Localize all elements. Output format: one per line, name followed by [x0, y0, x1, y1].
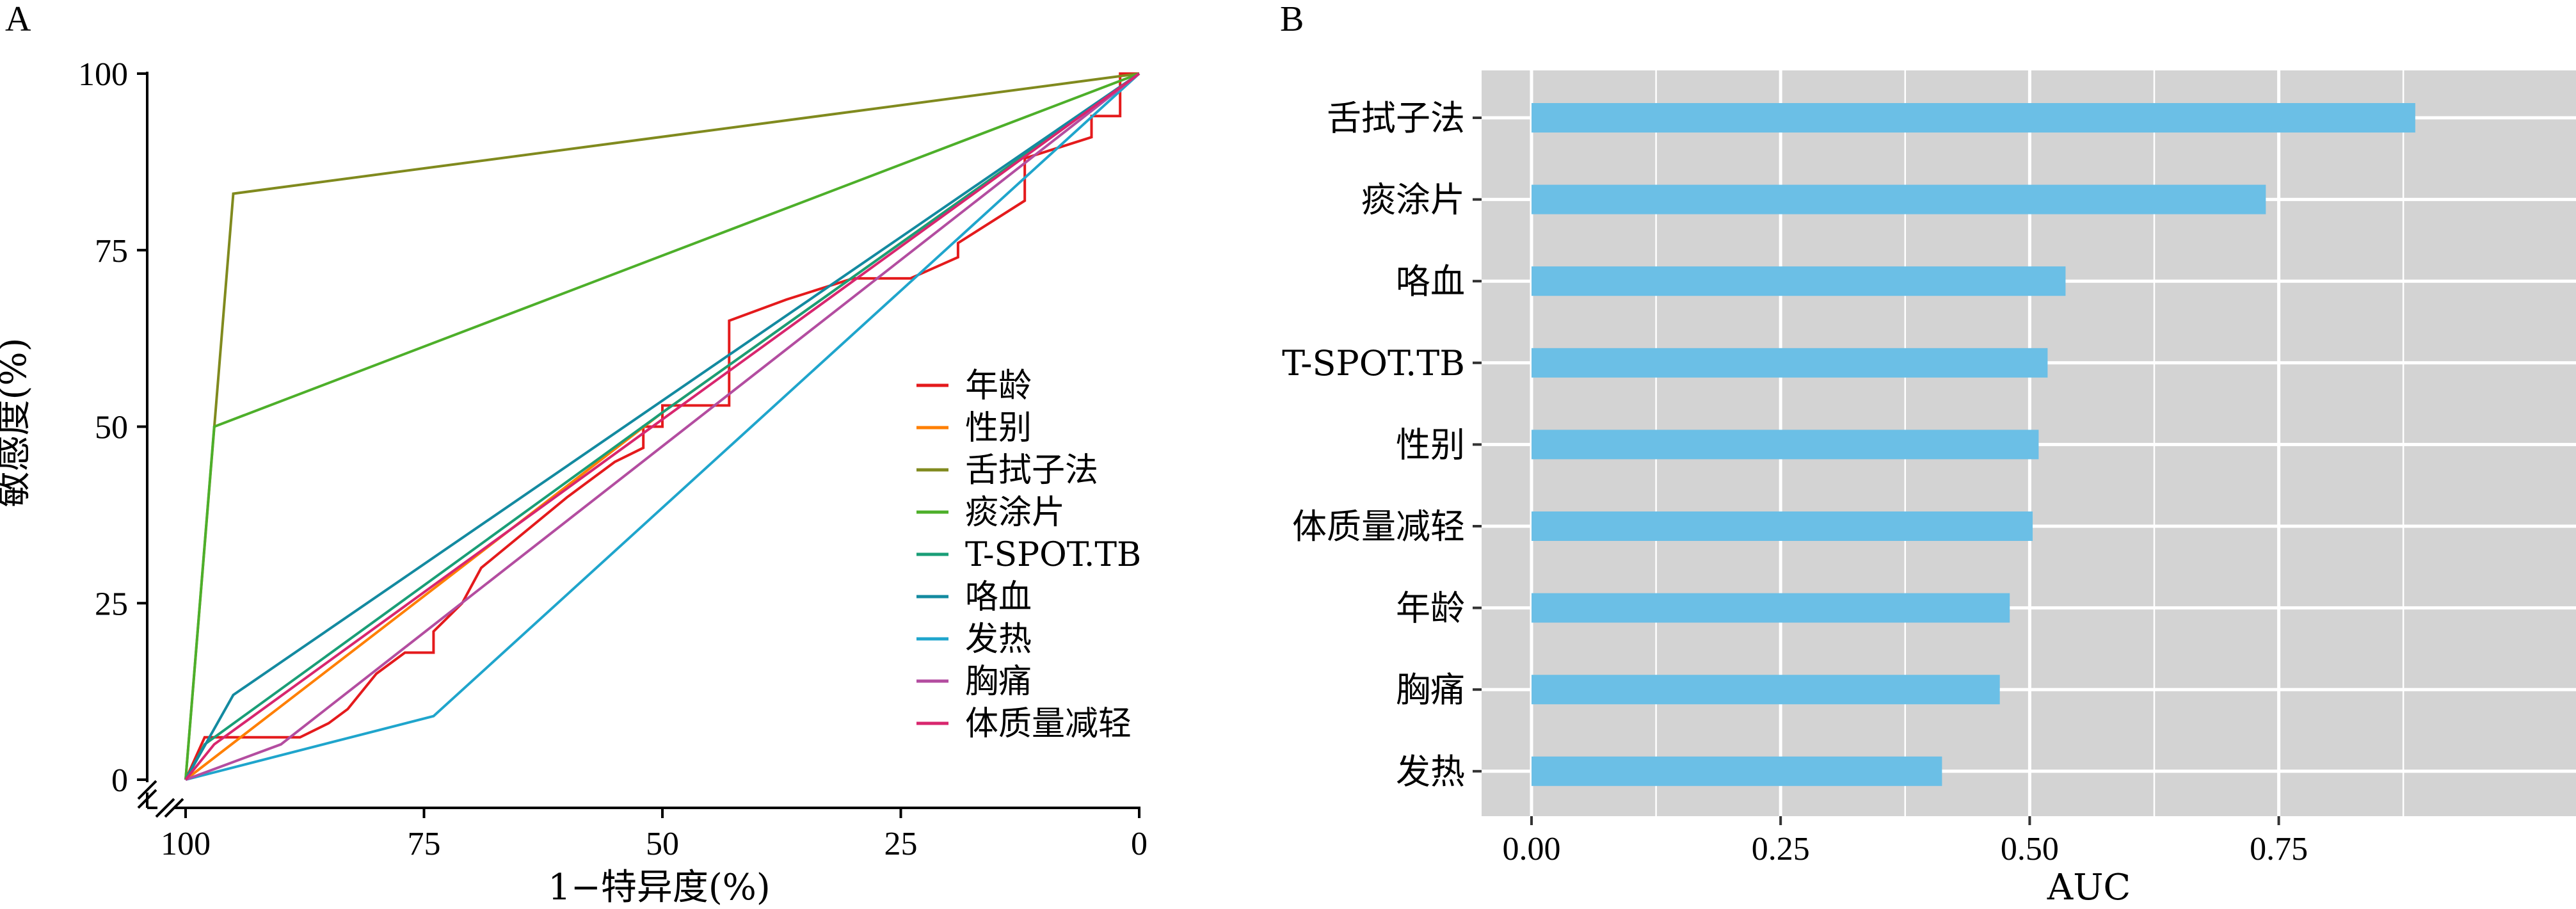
legend-label-age: 年龄	[965, 367, 1032, 405]
legend-label-tongue: 舌拭子法	[965, 451, 1098, 490]
auc-bar	[1532, 266, 2066, 296]
roc-chart: 0 25 50 75 100 100 75 50 25 0 敏感度(%) 1−特异度(%) 年龄性…	[0, 56, 1148, 908]
roc-x-break-mark	[155, 798, 175, 818]
auc-category-label: 舌拭子法	[1327, 98, 1465, 138]
auc-x-tick-label: 0.75	[2250, 831, 2308, 867]
roc-x-break-mark	[164, 798, 184, 818]
roc-series-line-hemoptysis	[184, 72, 1140, 780]
auc-bar	[1532, 756, 1942, 786]
auc-bar	[1532, 593, 2010, 623]
roc-x-tick-label: 75	[408, 826, 441, 862]
legend-label-gender: 性别	[965, 409, 1032, 447]
panel-a-label: A	[5, 0, 31, 39]
auc-x-axis-title: AUC	[2047, 867, 2131, 908]
auc-category-label: 胸痛	[1396, 670, 1465, 710]
roc-y-tick-label: 50	[95, 410, 128, 446]
roc-series-line-age	[184, 72, 1139, 780]
roc-series-line-weight-loss	[184, 72, 1140, 781]
auc-bar	[1532, 184, 2266, 214]
auc-bar	[1532, 675, 2000, 705]
auc-category-label: 痰涂片	[1361, 180, 1465, 220]
panel-b-label: B	[1280, 0, 1304, 39]
auc-bar	[1532, 430, 2039, 460]
legend-label-chest-pain: 胸痛	[965, 663, 1032, 701]
roc-y-axis-title: 敏感度(%)	[0, 338, 35, 508]
auc-x-tick-label: 0.50	[2001, 831, 2059, 867]
roc-series-line-chest-pain	[185, 72, 1140, 781]
legend-label-weight-loss: 体质量减轻	[965, 705, 1132, 743]
roc-x-tick-label: 50	[646, 826, 679, 862]
roc-y-tick-label: 75	[95, 233, 128, 269]
auc-bar	[1532, 511, 2033, 541]
roc-x-tick-label: 25	[884, 826, 918, 862]
roc-series-line-sputum	[184, 72, 1140, 780]
auc-bars	[1532, 103, 2415, 786]
roc-y-tick-label: 25	[95, 586, 128, 622]
legend-label-tspot: T-SPOT.TB	[965, 536, 1141, 574]
roc-x-tick-label: 0	[1131, 826, 1148, 862]
legend-label-hemoptysis: 咯血	[965, 578, 1032, 616]
auc-bar	[1532, 348, 2048, 378]
auc-bar	[1532, 103, 2415, 133]
roc-y-tick-label: 100	[78, 56, 128, 93]
roc-y-break-mark	[137, 789, 157, 809]
roc-y-break-mark	[137, 780, 157, 800]
roc-y-tick-label: 0	[111, 762, 128, 799]
legend-label-fever: 发热	[965, 620, 1032, 659]
roc-x-tick-label: 100	[161, 826, 211, 862]
auc-category-label: 性别	[1396, 424, 1465, 465]
auc-category-label: 年龄	[1396, 588, 1465, 629]
auc-x-ticks: 0.00 0.25 0.50 0.75	[1503, 816, 2308, 867]
roc-lines	[184, 72, 1140, 781]
auc-category-label: 咯血	[1396, 261, 1465, 302]
roc-axes: 0 25 50 75 100 100 75 50 25 0	[78, 56, 1148, 862]
auc-category-label: 体质量减轻	[1292, 506, 1465, 547]
auc-category-label: T-SPOT.TB	[1282, 343, 1465, 383]
roc-x-axis-title: 1−特异度(%)	[548, 867, 770, 908]
auc-category-label: 发热	[1396, 752, 1465, 792]
legend-label-sputum: 痰涂片	[965, 494, 1065, 532]
auc-x-tick-label: 0.00	[1503, 831, 1561, 867]
roc-series-line-fever	[185, 72, 1140, 781]
auc-x-tick-label: 0.25	[1752, 831, 1810, 867]
